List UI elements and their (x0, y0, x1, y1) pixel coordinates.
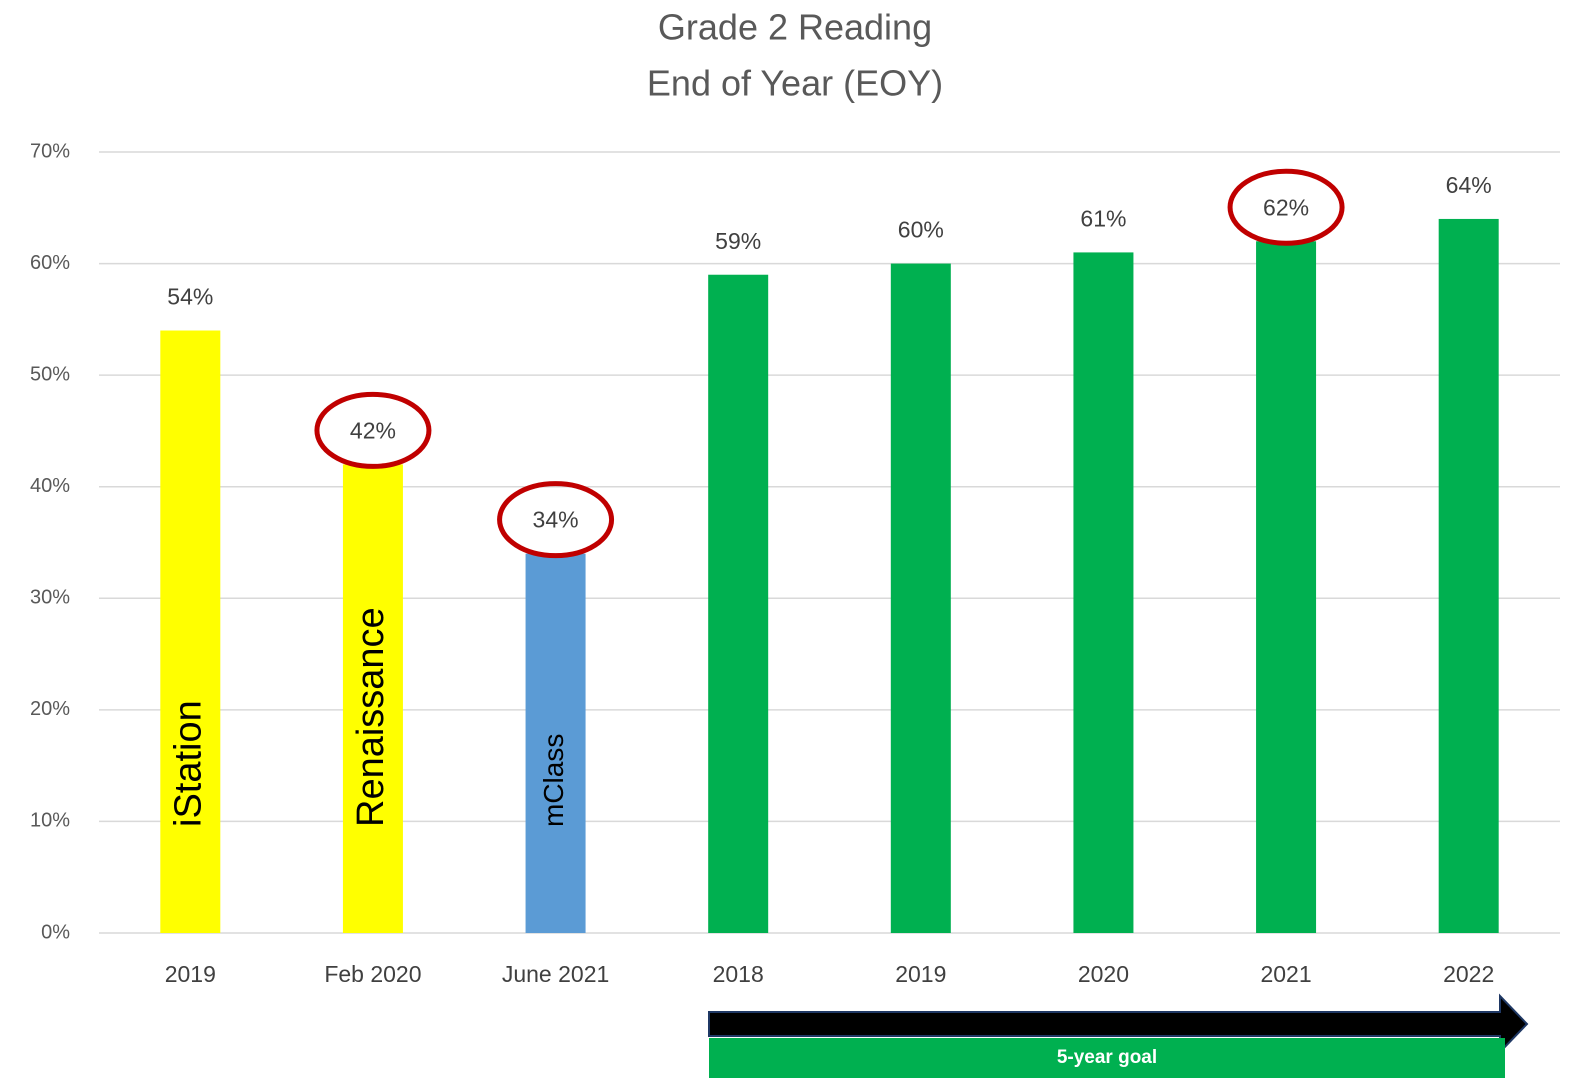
chart-title: End of Year (EOY) (647, 63, 943, 104)
bar (1438, 218, 1499, 933)
bar (708, 274, 769, 933)
bar (160, 330, 221, 933)
bar (1256, 241, 1317, 933)
x-tick-label: 2021 (1260, 961, 1311, 987)
y-tick-label: 20% (30, 698, 70, 720)
value-label: 64% (1446, 172, 1492, 198)
x-tick-label: Feb 2020 (324, 961, 421, 987)
x-tick-label: 2019 (165, 961, 216, 987)
value-label: 61% (1080, 205, 1126, 231)
y-tick-label: 70% (30, 140, 70, 162)
bar (1073, 252, 1134, 933)
goal-arrow (708, 993, 1529, 1055)
value-label: 59% (715, 228, 761, 254)
x-tick-label: June 2021 (502, 961, 609, 987)
y-tick-label: 0% (41, 921, 70, 943)
goal-box (709, 1038, 1505, 1078)
y-tick-label: 10% (30, 810, 70, 832)
value-label: 60% (898, 217, 944, 243)
y-tick-label: 40% (30, 475, 70, 497)
highlight-circle (1227, 168, 1345, 246)
y-tick-label: 30% (30, 587, 70, 609)
y-tick-label: 50% (30, 363, 70, 385)
bar (890, 263, 951, 934)
bar-annotation: Renaissance (350, 607, 392, 827)
bar (342, 464, 403, 933)
x-tick-label: 2020 (1078, 961, 1129, 987)
highlight-circle (314, 391, 432, 469)
goal-label: 5-year goal (1057, 1047, 1157, 1068)
x-tick-label: 2022 (1443, 961, 1494, 987)
value-label: 62% (1263, 194, 1309, 220)
y-tick-label: 60% (30, 252, 70, 274)
highlight-circle (497, 481, 615, 559)
value-label: 54% (167, 284, 213, 310)
x-tick-label: 2018 (713, 961, 764, 987)
chart-title: Grade 2 Reading (658, 7, 932, 48)
bar-annotation: iStation (167, 700, 209, 827)
x-tick-label: 2019 (895, 961, 946, 987)
value-label: 34% (533, 507, 579, 533)
value-label: 42% (350, 417, 396, 443)
bar (525, 553, 586, 933)
bar-annotation: mClass (538, 734, 569, 827)
